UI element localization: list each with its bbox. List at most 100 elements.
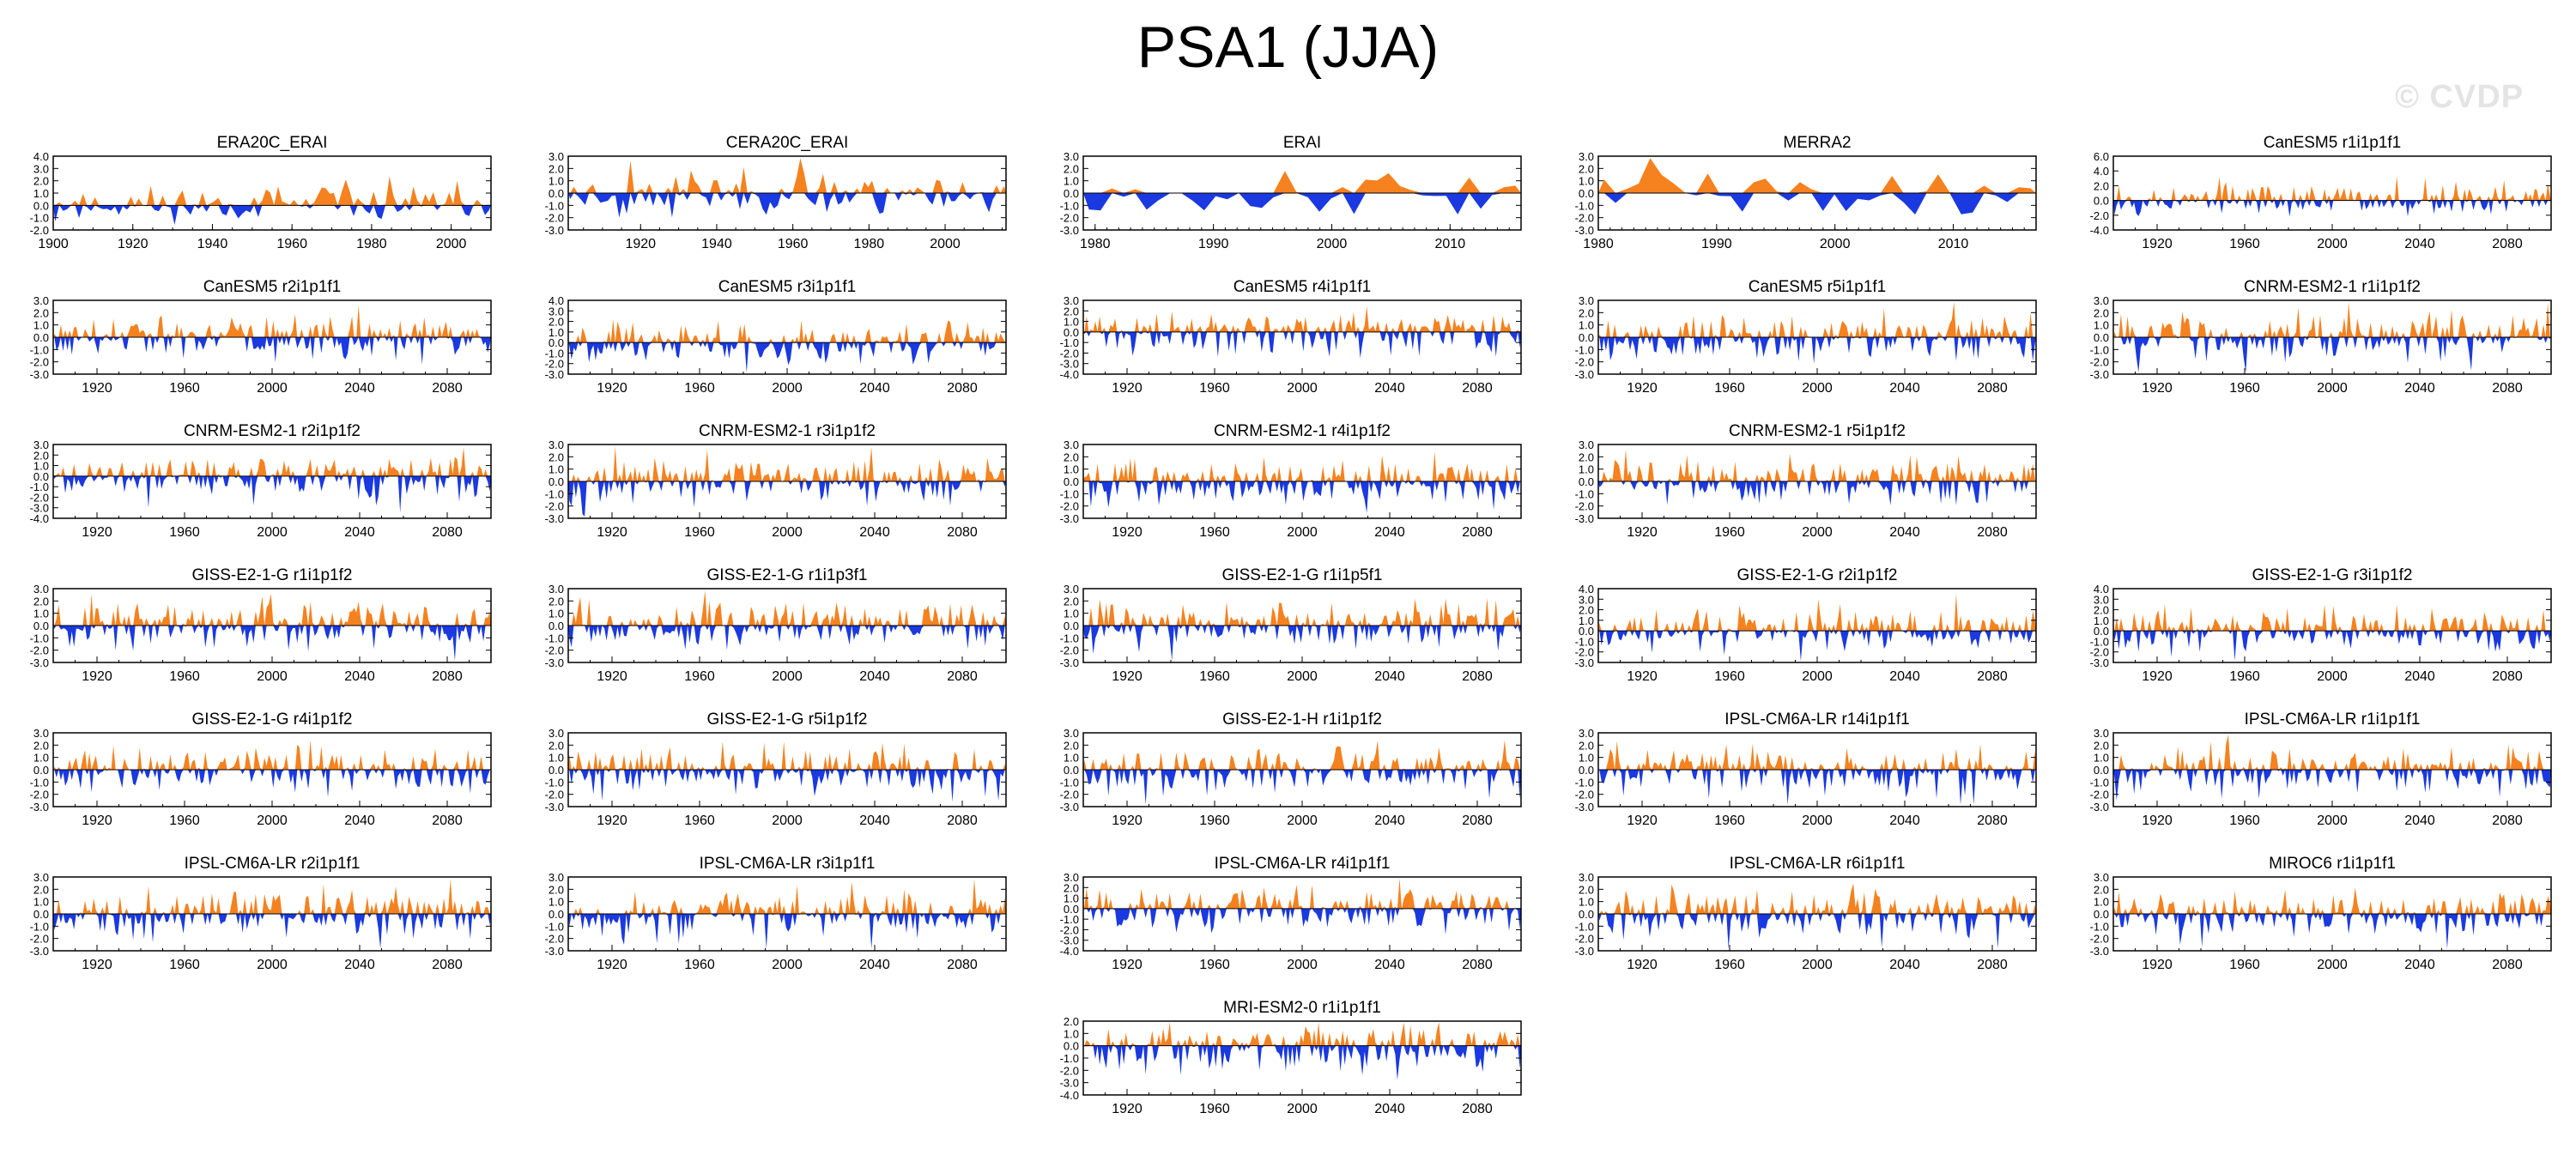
negative-anomaly-area <box>53 626 491 661</box>
y-tick-label: -3.0 <box>1060 656 1079 669</box>
positive-anomaly-area <box>53 305 491 337</box>
y-tick-label: -4.0 <box>2090 224 2109 237</box>
y-tick-label: -1.0 <box>545 920 564 933</box>
y-tick-label: 3.0 <box>33 294 49 307</box>
y-tick-label: 3.0 <box>1064 294 1079 307</box>
y-tick-label: 1.0 <box>549 608 564 620</box>
x-tick-label: 1980 <box>1080 237 1111 251</box>
y-tick-label: 3.0 <box>33 727 49 740</box>
x-tick-label: 1900 <box>38 237 69 251</box>
x-tick-label: 1920 <box>2142 813 2173 828</box>
y-tick-label: 1.0 <box>1579 752 1594 765</box>
x-tick-label: 2040 <box>1374 1102 1405 1116</box>
y-tick-label: -2.0 <box>30 224 49 237</box>
y-tick-label: -1.0 <box>1060 632 1079 644</box>
y-tick-label: 3.0 <box>2094 593 2109 606</box>
y-tick-label: -3.0 <box>1060 358 1079 371</box>
negative-anomaly-area <box>2113 770 2551 801</box>
x-tick-label: 1920 <box>82 525 112 540</box>
negative-anomaly-area <box>2113 631 2551 662</box>
x-tick-label: 2080 <box>1977 669 2008 684</box>
y-tick-label: -1.0 <box>1060 1052 1079 1065</box>
x-tick-label: 2040 <box>2404 237 2435 251</box>
y-tick-label: 2.0 <box>549 739 564 752</box>
positive-anomaly-area <box>53 594 491 626</box>
positive-anomaly-area <box>53 176 491 206</box>
y-tick-label: 2.0 <box>2094 306 2109 319</box>
plot-frame <box>1082 1020 1522 1096</box>
negative-anomaly-area <box>1598 193 2036 215</box>
y-tick-label: 3.0 <box>1579 727 1594 740</box>
y-tick-label: 2.0 <box>1064 162 1079 175</box>
negative-anomaly-area <box>568 770 1006 802</box>
positive-anomaly-area <box>1083 171 1521 193</box>
y-tick-label: 0.0 <box>1064 1040 1079 1053</box>
y-tick-label: -3.0 <box>545 224 564 237</box>
x-tick-label: 2040 <box>1889 958 1920 972</box>
x-tick-label: 2080 <box>2492 381 2523 396</box>
y-tick-label: 0.0 <box>33 470 49 483</box>
negative-anomaly-area <box>2113 914 2551 949</box>
y-tick-label: 3.0 <box>1579 871 1594 884</box>
y-tick-label: 1.0 <box>33 752 49 765</box>
negative-anomaly-area <box>53 914 491 949</box>
y-tick-label: 3.0 <box>549 583 564 596</box>
x-tick-label: 1920 <box>1627 525 1658 540</box>
panel: IPSL-CM6A-LR r1i1p1f1-3.0-2.0-1.00.01.02… <box>2090 711 2552 828</box>
plot-frame <box>52 155 492 231</box>
x-tick-label: 1920 <box>82 813 112 828</box>
x-tick-label: 2040 <box>344 813 375 828</box>
y-tick-label: 3.0 <box>1579 438 1594 451</box>
y-tick-label: 0.0 <box>1579 908 1594 921</box>
y-tick-label: -3.0 <box>1060 512 1079 525</box>
x-tick-label: 2080 <box>947 669 978 684</box>
panel-title: CNRM-ESM2-1 r2i1p1f2 <box>184 422 361 440</box>
y-tick-label: -2.0 <box>2090 789 2109 801</box>
x-tick-label: 1990 <box>1198 237 1229 251</box>
y-tick-label: -3.0 <box>30 502 49 515</box>
panel-title: GISS-E2-1-G r5i1p1f2 <box>707 711 868 729</box>
y-tick-label: 0.0 <box>549 620 564 632</box>
y-tick-label: 2.0 <box>1064 451 1079 463</box>
y-tick-label: -2.0 <box>30 356 49 369</box>
x-tick-label: 2080 <box>1977 958 2008 972</box>
y-tick-label: 1.0 <box>33 896 49 909</box>
y-tick-label: -3.0 <box>1575 945 1594 958</box>
positive-anomaly-area <box>53 740 491 770</box>
x-tick-label: 1960 <box>684 525 715 540</box>
y-tick-label: -3.0 <box>1575 801 1594 813</box>
x-tick-label: 2080 <box>2492 669 2523 684</box>
y-tick-label: 1.0 <box>1579 463 1594 476</box>
y-tick-label: -3.0 <box>30 945 49 958</box>
y-tick-label: -3.0 <box>545 945 564 958</box>
y-tick-label: 0.0 <box>549 764 564 777</box>
panel-title: ERA20C_ERAI <box>217 134 328 152</box>
negative-anomaly-area <box>1598 337 2036 364</box>
panel: MERRA2 -3.0-2.0-1.00.01.02.03.0 1980 1990 20… <box>1575 134 2037 251</box>
y-tick-label: -3.0 <box>1575 512 1594 525</box>
y-tick-label: -2.0 <box>1575 789 1594 801</box>
x-tick-label: 1980 <box>854 237 885 251</box>
y-tick-label: 2.0 <box>549 883 564 896</box>
y-tick-label: 3.0 <box>33 162 49 175</box>
x-tick-label: 2080 <box>1977 813 2008 828</box>
y-tick-label: -3.0 <box>1575 656 1594 669</box>
plot-frame <box>2112 155 2552 231</box>
y-tick-label: -2.0 <box>545 933 564 946</box>
panel-title: CanESM5 r2i1p1f1 <box>203 278 342 296</box>
x-tick-label: 1920 <box>597 813 627 828</box>
positive-anomaly-area <box>1083 878 1521 909</box>
y-tick-label: -2.0 <box>2090 356 2109 369</box>
x-tick-label: 1980 <box>1583 237 1614 251</box>
panel-title: GISS-E2-1-G r1i1p5f1 <box>1222 566 1383 584</box>
y-tick-label: 0.0 <box>1064 475 1079 488</box>
y-tick-label: 0.0 <box>549 187 564 200</box>
negative-anomaly-area <box>53 337 491 365</box>
x-tick-label: 1960 <box>684 669 715 684</box>
x-tick-label: 1920 <box>597 381 627 396</box>
negative-anomaly-area <box>1083 481 1521 513</box>
y-tick-label: 3.0 <box>33 871 49 884</box>
panel-title: MERRA2 <box>1783 134 1851 152</box>
y-tick-label: -2.0 <box>1060 500 1079 513</box>
